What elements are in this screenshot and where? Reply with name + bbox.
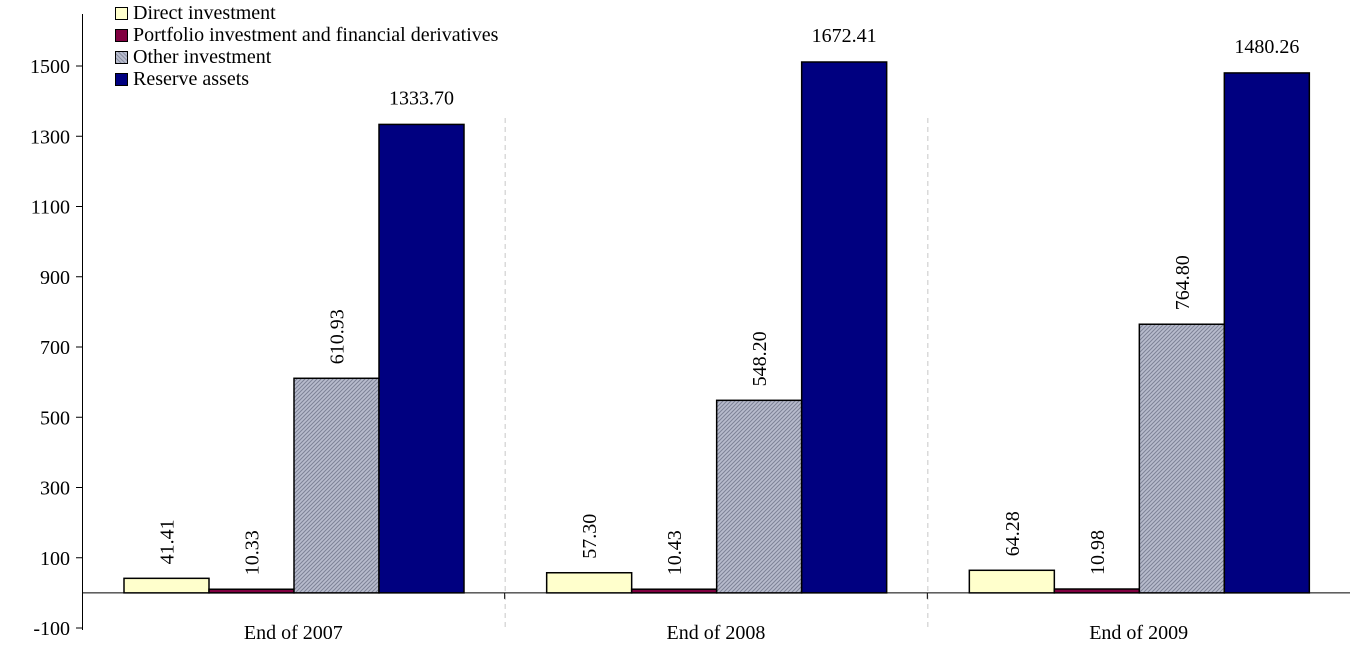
data-label: 10.98 — [1087, 530, 1109, 575]
legend: Direct investment Portfolio investment a… — [115, 2, 498, 90]
legend-label: Direct investment — [133, 2, 276, 24]
y-tick-label: 100 — [40, 548, 70, 570]
y-tick-label: 1100 — [31, 197, 70, 219]
data-label: 64.28 — [1002, 511, 1024, 556]
legend-item-reserve-assets: Reserve assets — [115, 68, 498, 90]
legend-swatch-direct-investment — [115, 6, 128, 20]
data-label: 57.30 — [579, 514, 601, 559]
bar — [1223, 72, 1311, 594]
x-category-label: End of 2008 — [667, 622, 766, 644]
y-tick-label: -100 — [33, 618, 70, 640]
bar — [968, 569, 1056, 594]
data-label: 10.43 — [664, 530, 686, 575]
legend-swatch-reserve-assets — [115, 72, 128, 86]
bar — [630, 588, 718, 594]
bar — [208, 588, 295, 594]
y-tick-label: 1500 — [30, 56, 70, 78]
bar — [800, 61, 888, 594]
y-tick-label: 500 — [40, 407, 70, 429]
data-label: 610.93 — [327, 309, 349, 364]
legend-item-direct-investment: Direct investment — [115, 2, 498, 24]
data-label: 41.41 — [157, 519, 179, 564]
bar — [1053, 588, 1141, 594]
legend-label: Portfolio investment and financial deriv… — [133, 24, 499, 46]
bar — [293, 377, 380, 594]
data-label: 548.20 — [749, 331, 771, 386]
legend-swatch-portfolio-investment — [115, 28, 128, 42]
legend-item-other-investment: Other investment — [115, 46, 498, 68]
data-label: 764.80 — [1172, 255, 1194, 310]
data-label: 1333.70 — [389, 87, 454, 109]
x-category-label: End of 2007 — [244, 622, 343, 644]
bar — [123, 577, 210, 594]
legend-label: Other investment — [133, 46, 272, 68]
legend-item-portfolio-investment: Portfolio investment and financial deriv… — [115, 24, 498, 46]
legend-label: Reserve assets — [133, 68, 250, 90]
y-tick-label: 700 — [40, 337, 70, 359]
bar — [715, 399, 803, 594]
x-category-label: End of 2009 — [1089, 622, 1188, 644]
bar — [378, 123, 465, 594]
bar — [545, 571, 633, 594]
data-label: 10.33 — [242, 530, 264, 575]
data-label: 1672.41 — [812, 25, 877, 47]
bar — [1138, 323, 1226, 594]
legend-swatch-other-investment — [115, 50, 128, 64]
y-tick-label: 900 — [40, 267, 70, 289]
y-tick-label: 300 — [40, 478, 70, 500]
y-tick-label: 1300 — [30, 126, 70, 148]
data-label: 1480.26 — [1234, 36, 1299, 58]
